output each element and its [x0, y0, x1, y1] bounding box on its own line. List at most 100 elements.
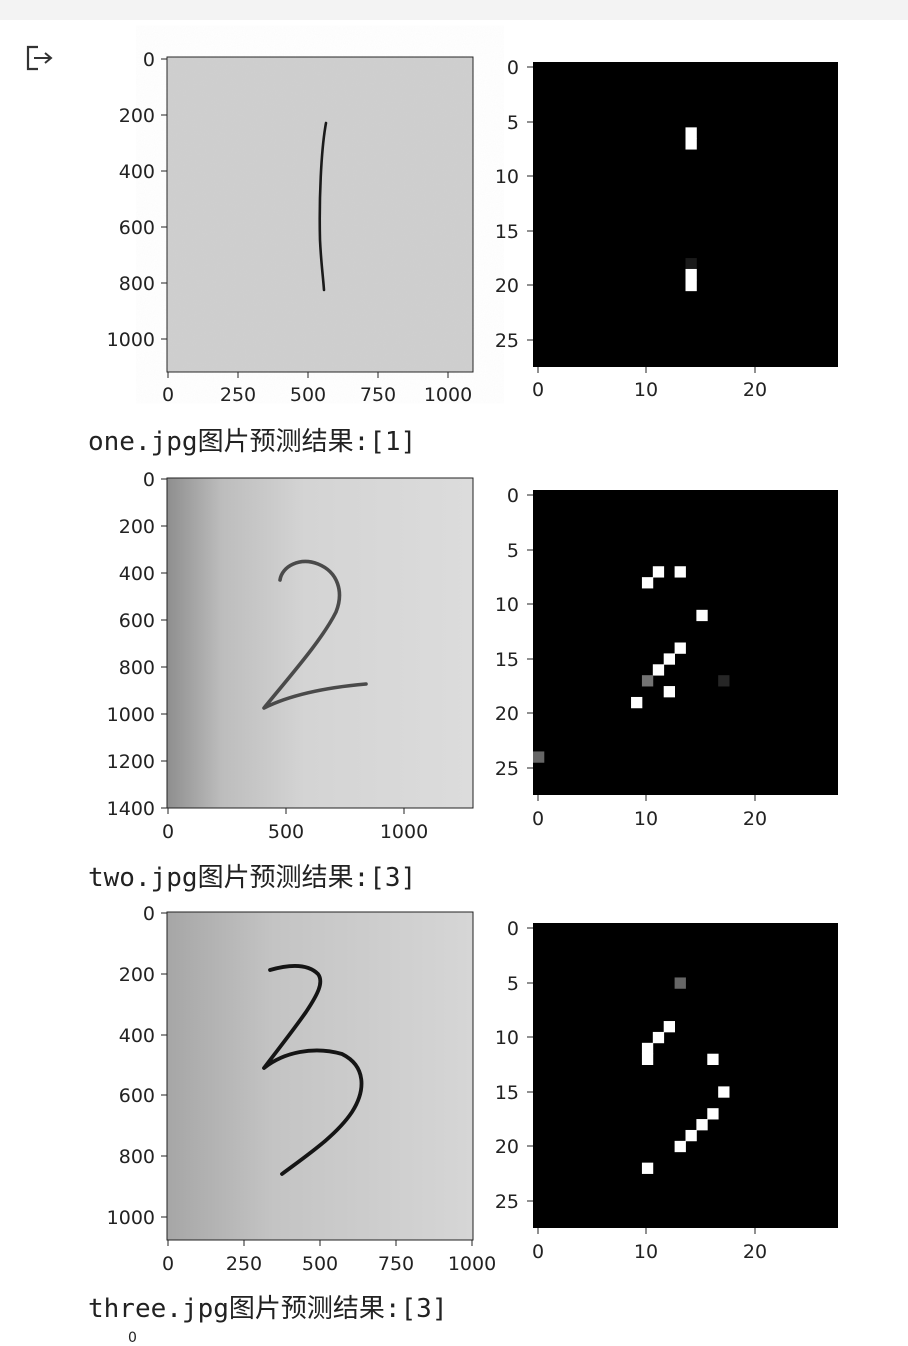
- x-tick-label: 0: [162, 384, 174, 406]
- figure-two: 0 200 400 600 800 1000 1200 1400 0 500 1…: [107, 469, 838, 843]
- y-tick-label: 200: [119, 105, 155, 127]
- y-tick-label: 1200: [107, 751, 155, 773]
- x-tick-label: 250: [220, 384, 256, 406]
- mnist-pixel: [707, 1053, 719, 1065]
- x-tick-label: 10: [634, 808, 658, 830]
- y-tick-label: 400: [119, 1025, 155, 1047]
- y-tick-label: 1000: [107, 329, 155, 351]
- mnist-pixel: [641, 1162, 654, 1174]
- mnist-pixel: [663, 653, 675, 665]
- photo-panel: [166, 911, 474, 1241]
- y-tick-label: 0: [507, 57, 519, 79]
- figure-one-svg: 0 200 400 600 800 1000 0 250 500 750 100…: [107, 49, 838, 406]
- mnist-y-axis: 0 5 10 15 20 25: [495, 57, 533, 352]
- mnist-pixel: [641, 577, 654, 589]
- digit-three-stroke: [262, 964, 364, 1176]
- figure-three-svg: 0 200 400 600 800 1000 0 250 500 750 100…: [107, 903, 838, 1275]
- mnist-pixel: [685, 279, 697, 292]
- y-tick-label: 200: [119, 516, 155, 538]
- mnist-x-axis: 0 10 20: [532, 795, 767, 830]
- mnist-pixel: [707, 1108, 719, 1120]
- mnist-pixels: [641, 977, 730, 1174]
- y-tick-label: 20: [495, 275, 519, 297]
- mnist-pixel: [533, 751, 545, 763]
- x-tick-label: 0: [532, 379, 544, 401]
- mnist-pixel: [674, 977, 686, 989]
- x-tick-label: 20: [743, 808, 767, 830]
- y-tick-label: 800: [119, 657, 155, 679]
- y-tick-label: 600: [119, 217, 155, 239]
- y-tick-label: 400: [119, 563, 155, 585]
- y-tick-label: 15: [495, 1082, 519, 1104]
- y-tick-label: 0: [143, 49, 155, 71]
- y-tick-label: 5: [507, 973, 519, 995]
- mnist-pixel: [652, 1031, 665, 1044]
- mnist-pixel: [674, 1140, 686, 1153]
- cell-top-bar: [0, 0, 908, 20]
- y-tick-label: 800: [119, 1146, 155, 1168]
- y-tick-label: 1000: [107, 1207, 155, 1229]
- y-tick-label: 1000: [107, 704, 155, 726]
- y-tick-label: 10: [495, 166, 519, 188]
- y-tick-label: 600: [119, 1085, 155, 1107]
- photo-y-axis: 0 200 400 600 800 1000: [107, 903, 167, 1229]
- y-tick-label: 400: [119, 161, 155, 183]
- x-tick-label: 10: [634, 1241, 658, 1263]
- mnist-pixel: [685, 258, 697, 270]
- x-tick-label: 0: [532, 808, 544, 830]
- mnist-pixel: [641, 675, 654, 687]
- x-tick-label: 20: [743, 379, 767, 401]
- mnist-pixels: [685, 127, 697, 292]
- photo-y-axis: 0 200 400 600 800 1000: [107, 49, 167, 351]
- mnist-pixel: [641, 1053, 654, 1065]
- mnist-pixel: [718, 675, 730, 687]
- figure-three: 0 200 400 600 800 1000 0 250 500 750 100…: [107, 903, 838, 1275]
- mnist-pixel: [674, 566, 686, 578]
- mnist-pixel: [641, 1042, 654, 1055]
- mnist-pixel: [631, 696, 643, 709]
- x-tick-label: 0: [162, 821, 174, 843]
- x-tick-label: 500: [268, 821, 304, 843]
- y-tick-label: 20: [495, 703, 519, 725]
- mnist-pixel: [685, 1129, 697, 1142]
- y-tick-label: 20: [495, 1136, 519, 1158]
- mnist-pixel: [685, 127, 697, 139]
- photo-x-axis: 0 250 500 750 1000: [162, 1240, 496, 1275]
- y-tick-label: 1400: [107, 798, 155, 820]
- y-tick-label: 5: [507, 540, 519, 562]
- mnist-pixel: [652, 664, 665, 676]
- photo-x-axis: 0 500 1000: [162, 808, 428, 843]
- y-tick-label: 0: [143, 469, 155, 491]
- prediction-caption: three.jpg图片预测结果:[3]: [88, 1294, 448, 1324]
- x-tick-label: 10: [634, 379, 658, 401]
- y-tick-label: 15: [495, 649, 519, 671]
- digit-two-stroke: [262, 559, 368, 710]
- y-tick-label: 0: [507, 918, 519, 940]
- figure-one: 0 200 400 600 800 1000 0 250 500 750 100…: [0, 0, 908, 420]
- y-tick-label: 10: [495, 1027, 519, 1049]
- mnist-pixel: [663, 1021, 675, 1033]
- x-tick-label: 750: [378, 1253, 414, 1275]
- y-tick-label: 0: [143, 903, 155, 925]
- x-tick-label: 1000: [424, 384, 472, 406]
- x-tick-label: 500: [302, 1253, 338, 1275]
- x-tick-label: 0: [532, 1241, 544, 1263]
- mnist-y-axis: 0 5 10 15 20 25: [495, 918, 533, 1213]
- output-arrow-icon[interactable]: [24, 44, 58, 72]
- y-tick-label: 0: [507, 485, 519, 507]
- y-tick-label: 5: [507, 112, 519, 134]
- photo-x-axis: 0 250 500 750 1000: [162, 372, 472, 406]
- y-tick-label: 600: [119, 610, 155, 632]
- prediction-caption: one.jpg图片预测结果:[1]: [88, 427, 417, 457]
- y-tick-label: 25: [495, 758, 519, 780]
- y-tick-label: 25: [495, 330, 519, 352]
- x-tick-label: 0: [162, 1253, 174, 1275]
- photo-y-axis: 0 200 400 600 800 1000 1200 1400: [107, 469, 167, 820]
- mnist-x-axis: 0 10 20: [532, 1228, 767, 1263]
- x-tick-label: 1000: [380, 821, 428, 843]
- y-tick-label: 25: [495, 1191, 519, 1213]
- mnist-panel: [533, 62, 838, 367]
- x-tick-label: 250: [226, 1253, 262, 1275]
- y-tick-label: 10: [495, 594, 519, 616]
- x-tick-label: 1000: [448, 1253, 496, 1275]
